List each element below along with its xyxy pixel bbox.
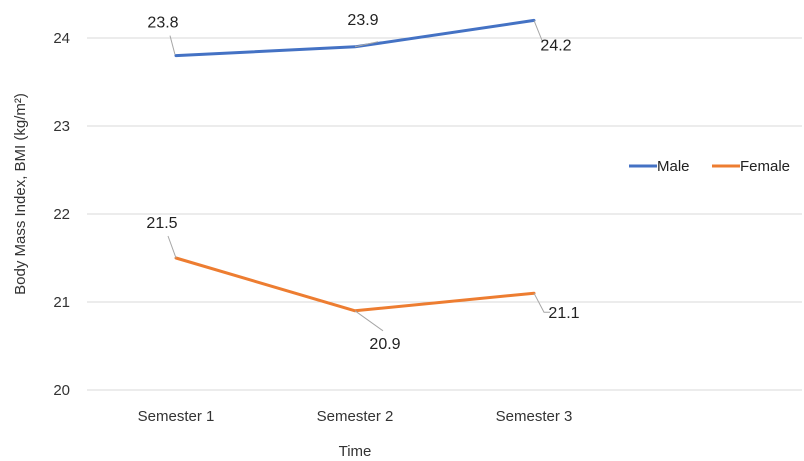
x-tick-label: Semester 3 [496,408,573,425]
legend: Male Female [629,158,790,175]
y-tick-label: 22 [53,206,70,223]
y-tick-label: 23 [53,118,70,135]
legend-label-male: Male [657,158,690,175]
data-label-male: 24.2 [540,37,571,54]
series-line-female [176,258,534,311]
data-label-leader [355,311,383,331]
y-tick-label: 24 [53,30,70,47]
data-label-male: 23.9 [347,12,378,29]
legend-label-female: Female [740,158,790,175]
x-tick-labels: Semester 1 Semester 2 Semester 3 [138,408,573,425]
y-tick-label: 20 [53,382,70,399]
y-tick-label: 21 [53,294,70,311]
x-tick-label: Semester 1 [138,408,215,425]
gridlines [87,38,802,390]
data-label-female: 21.1 [548,305,579,322]
data-label-female: 21.5 [146,215,177,232]
y-axis-title: Body Mass Index, BMI (kg/m²) [12,93,29,295]
data-label-leader [168,236,176,258]
y-tick-labels: 20 21 22 23 24 [53,30,70,399]
series-lines [176,20,534,310]
x-tick-label: Semester 2 [317,408,394,425]
x-axis-title: Time [339,443,372,460]
data-label-male: 23.8 [147,15,178,32]
data-label-female: 20.9 [369,336,400,353]
